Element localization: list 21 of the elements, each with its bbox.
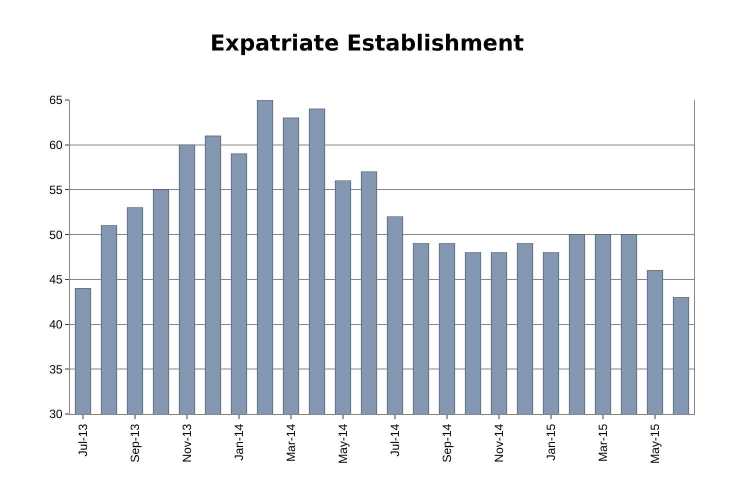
x-tick-label: Jul-13 <box>76 423 90 456</box>
x-tick-label: Jan-15 <box>544 423 558 461</box>
x-tick-label: Nov-14 <box>492 423 506 462</box>
y-tick-label: 45 <box>49 272 63 287</box>
x-tick-label: Sep-13 <box>128 423 142 463</box>
chart-title: Expatriate Establishment <box>210 32 524 57</box>
y-tick-label: 55 <box>49 182 63 197</box>
y-tick-label: 40 <box>49 317 63 332</box>
x-tick-label: Nov-13 <box>180 423 194 462</box>
x-tick-label: Mar-15 <box>596 423 610 462</box>
y-tick-label: 60 <box>49 138 63 152</box>
y-tick-label: 35 <box>49 362 63 376</box>
y-tick-label: 30 <box>49 407 63 422</box>
y-tick-label: 65 <box>49 93 63 108</box>
x-tick-label: Sep-14 <box>440 423 454 463</box>
y-tick-label: 50 <box>49 228 63 242</box>
x-tick-label: Jul-14 <box>388 423 402 456</box>
x-tick-label: Mar-14 <box>284 423 298 462</box>
x-tick-label: Jan-14 <box>232 423 246 461</box>
x-tick-label: May-14 <box>336 423 350 464</box>
x-tick-label: May-15 <box>648 423 662 464</box>
